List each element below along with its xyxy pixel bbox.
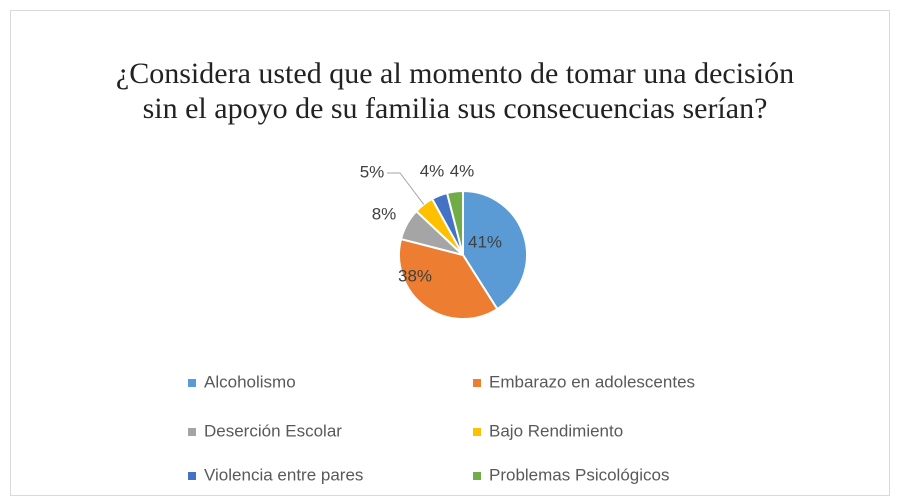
leader-line: [387, 172, 425, 205]
data-label: 4%: [450, 161, 475, 180]
legend-marker: [188, 379, 196, 387]
chart-frame: [10, 10, 890, 496]
legend-marker: [188, 472, 196, 480]
legend-marker: [473, 472, 481, 480]
pie-slice: [398, 237, 499, 320]
legend-marker: [473, 379, 481, 387]
data-label: 5%: [360, 162, 385, 181]
legend-label: Problemas Psicológicos: [489, 465, 669, 484]
data-label: 8%: [372, 204, 397, 223]
data-label: 38%: [398, 266, 432, 285]
legend-label: Deserción Escolar: [204, 421, 342, 440]
legend-label: Violencia entre pares: [204, 465, 363, 484]
legend-label: Bajo Rendimiento: [489, 421, 623, 440]
legend-marker: [188, 428, 196, 436]
chart-title: ¿Considera usted que al momento de tomar…: [115, 57, 795, 125]
legend-label: Embarazo en adolescentes: [489, 372, 695, 391]
legend-label: Alcoholismo: [204, 372, 296, 391]
legend-marker: [473, 428, 481, 436]
data-label: 41%: [468, 232, 502, 251]
pie-slice: [445, 189, 464, 256]
data-label: 4%: [420, 161, 445, 180]
